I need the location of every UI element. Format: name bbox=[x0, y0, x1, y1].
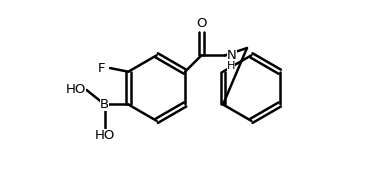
Text: HO: HO bbox=[66, 82, 86, 96]
Text: B: B bbox=[100, 98, 109, 111]
Text: H: H bbox=[227, 61, 236, 71]
Text: F: F bbox=[98, 62, 106, 75]
Text: HO: HO bbox=[95, 129, 115, 142]
Text: O: O bbox=[196, 17, 207, 30]
Text: N: N bbox=[227, 49, 237, 62]
